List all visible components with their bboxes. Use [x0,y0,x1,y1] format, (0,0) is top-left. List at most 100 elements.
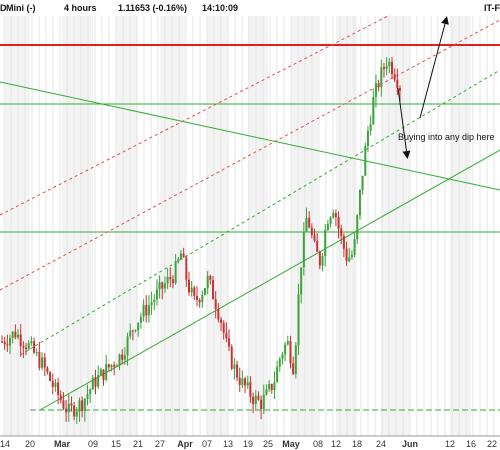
candle-down [113,364,116,367]
candle-down [230,346,233,369]
candle-down [377,83,380,88]
candle-up [86,394,89,399]
candle-up [17,334,20,338]
candle-down [182,253,185,258]
candle-down [102,369,105,380]
candle-down [193,287,196,297]
candle-up [166,276,169,284]
x-tick-label: 18 [352,439,362,449]
candle-down [43,357,46,368]
downtrend-line [0,81,500,191]
x-tick-label: Jun [402,439,418,449]
candle-up [83,398,86,411]
candle-down [185,257,188,280]
candle-down [390,61,393,75]
channel-upper-line [0,19,500,291]
candle-down [6,344,9,346]
candle-down [220,319,223,323]
x-tick-label: 09 [88,439,98,449]
candle-up [278,358,281,367]
candle-down [334,212,337,218]
candle-up [372,97,375,125]
candle-up [11,331,14,338]
x-tick-label: 20 [25,439,35,449]
annotation-text: Buying into any dip here [398,132,495,142]
candle-up [155,289,158,300]
candle-down [107,364,110,368]
candle-down [3,341,6,345]
x-tick-label: 19 [243,439,253,449]
candle-up [388,61,391,67]
dip-arrow [397,87,411,159]
candle-up [326,223,329,230]
candle-up [361,175,364,190]
candle-down [217,308,220,320]
candle-up [286,341,289,345]
instrument-name: Mini (-) [6,3,36,13]
candle-down [73,405,76,417]
candle-up [134,330,137,332]
chart-header: D Mini (-) 4 hours 1.11653 (-0.16%) 14:1… [0,0,500,16]
candle-down [308,217,311,228]
candle-down [345,248,348,262]
candle-down [19,334,22,347]
candle-down [131,330,134,332]
candle-up [179,253,182,259]
candle-down [70,403,73,406]
channel-top-line [0,14,391,216]
candle-up [118,354,121,366]
candle-up [284,344,287,355]
candle-up [374,83,377,98]
timeframe-label: 4 hours [64,3,97,13]
candle-down [212,280,215,300]
x-tick-label: 15 [111,439,121,449]
x-tick-label: 25 [263,439,273,449]
candle-down [313,235,316,241]
candle-up [30,341,33,344]
candle-down [171,279,174,284]
x-tick-label: 13 [223,439,233,449]
candle-down [257,395,260,400]
x-axis-ticks: 14 20 Mar 09 15 21 27 Apr 07 13 19 25 May 08 12 18 24 Jun… [0,439,497,449]
candle-up [190,287,193,293]
candle-up [358,189,361,216]
x-tick-label: 24 [376,439,386,449]
candle-up [241,378,244,386]
candle-down [14,331,17,338]
data-source: IT-F [484,3,500,13]
candle-down [59,395,62,401]
target-arrow [419,16,449,119]
candle-up [115,365,118,367]
candle-down [342,236,345,249]
candle-down [337,217,340,229]
candle-up [174,261,177,284]
candle-up [356,215,359,240]
candle-down [249,382,252,397]
candle-down [393,74,396,80]
candle-down [228,338,231,347]
candle-down [310,227,313,236]
candle-up [99,369,102,376]
candle-down [94,377,97,387]
x-tick-label: 22 [487,439,497,449]
candle-up [364,145,367,176]
candle-up [129,330,132,337]
candle-down [340,228,343,237]
candle-down [260,399,263,409]
candlestick-series [1,56,401,425]
candle-down [22,346,25,348]
candle-up [158,282,161,290]
candle-up [265,389,268,395]
candle-down [195,296,198,300]
candle-down [81,400,84,411]
chart-grid [3,16,495,436]
grid-band [248,16,268,436]
candle-down [252,396,255,405]
candle-up [54,382,57,387]
candle-down [51,380,54,387]
candle-down [236,364,239,378]
x-tick-label: 16 [466,439,476,449]
candle-down [382,67,385,69]
candle-down [187,279,190,293]
x-tick-label: 21 [133,439,143,449]
